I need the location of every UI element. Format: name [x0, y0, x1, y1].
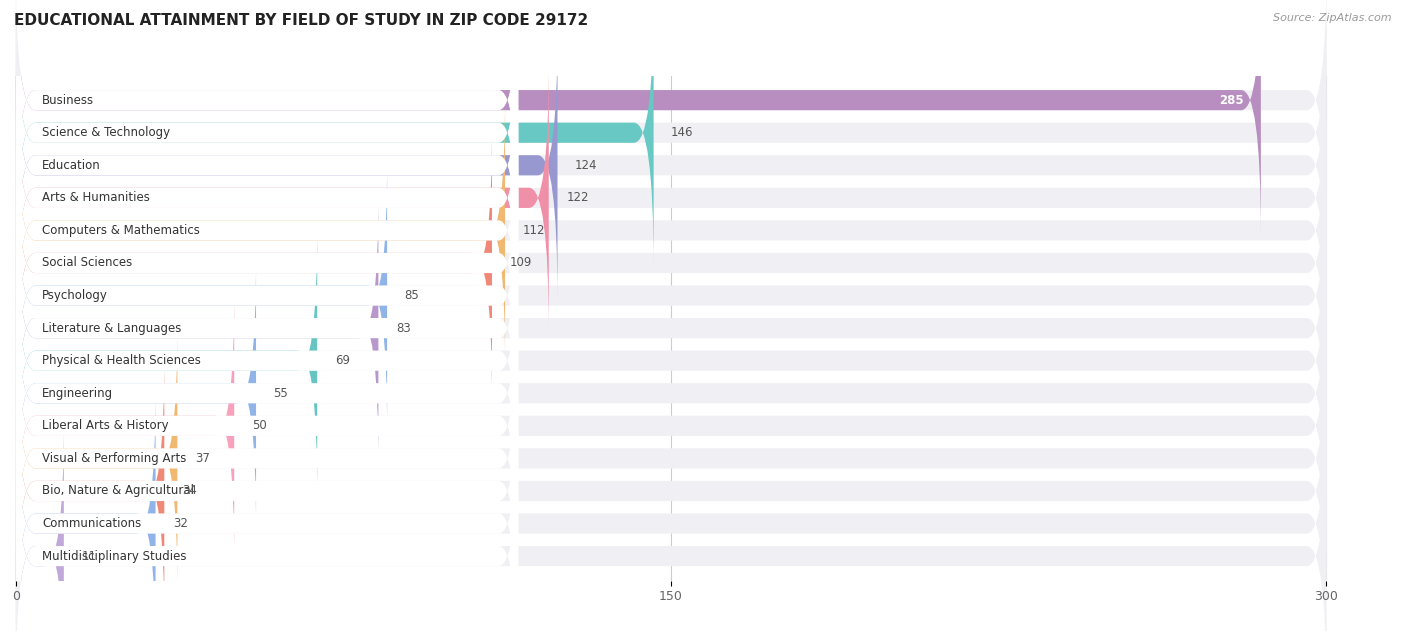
FancyBboxPatch shape — [15, 29, 558, 302]
FancyBboxPatch shape — [15, 0, 1261, 237]
FancyBboxPatch shape — [15, 224, 519, 497]
FancyBboxPatch shape — [15, 159, 1326, 432]
Text: 124: 124 — [575, 159, 598, 172]
Text: Business: Business — [42, 93, 94, 107]
Text: Education: Education — [42, 159, 101, 172]
FancyBboxPatch shape — [15, 127, 1326, 399]
FancyBboxPatch shape — [15, 94, 1326, 367]
Text: Psychology: Psychology — [42, 289, 108, 302]
FancyBboxPatch shape — [15, 355, 519, 627]
Text: Science & Technology: Science & Technology — [42, 126, 170, 139]
FancyBboxPatch shape — [15, 224, 1326, 497]
Text: 34: 34 — [181, 485, 197, 497]
FancyBboxPatch shape — [15, 355, 1326, 627]
Text: 285: 285 — [1219, 93, 1243, 107]
FancyBboxPatch shape — [15, 0, 654, 269]
Text: 55: 55 — [274, 387, 288, 400]
Text: EDUCATIONAL ATTAINMENT BY FIELD OF STUDY IN ZIP CODE 29172: EDUCATIONAL ATTAINMENT BY FIELD OF STUDY… — [14, 13, 588, 28]
Text: 122: 122 — [567, 191, 589, 204]
FancyBboxPatch shape — [15, 192, 519, 464]
FancyBboxPatch shape — [15, 159, 387, 432]
FancyBboxPatch shape — [15, 94, 519, 367]
FancyBboxPatch shape — [15, 0, 519, 269]
FancyBboxPatch shape — [15, 387, 1326, 631]
Text: 83: 83 — [396, 322, 411, 334]
FancyBboxPatch shape — [15, 420, 1326, 631]
Text: 50: 50 — [252, 420, 266, 432]
FancyBboxPatch shape — [15, 0, 1326, 237]
FancyBboxPatch shape — [15, 387, 156, 631]
FancyBboxPatch shape — [15, 61, 548, 334]
FancyBboxPatch shape — [15, 61, 1326, 334]
FancyBboxPatch shape — [15, 355, 165, 627]
FancyBboxPatch shape — [15, 127, 519, 399]
FancyBboxPatch shape — [15, 290, 519, 562]
Text: Communications: Communications — [42, 517, 141, 530]
FancyBboxPatch shape — [15, 322, 177, 595]
Text: Social Sciences: Social Sciences — [42, 256, 132, 269]
Text: 32: 32 — [173, 517, 188, 530]
FancyBboxPatch shape — [15, 420, 519, 631]
Text: Bio, Nature & Agricultural: Bio, Nature & Agricultural — [42, 485, 194, 497]
Text: Source: ZipAtlas.com: Source: ZipAtlas.com — [1274, 13, 1392, 23]
FancyBboxPatch shape — [15, 0, 1326, 269]
FancyBboxPatch shape — [15, 257, 519, 529]
FancyBboxPatch shape — [15, 224, 318, 497]
Text: Arts & Humanities: Arts & Humanities — [42, 191, 150, 204]
FancyBboxPatch shape — [15, 94, 505, 367]
Text: Visual & Performing Arts: Visual & Performing Arts — [42, 452, 187, 465]
Text: Physical & Health Sciences: Physical & Health Sciences — [42, 354, 201, 367]
FancyBboxPatch shape — [15, 0, 519, 237]
FancyBboxPatch shape — [15, 322, 519, 595]
FancyBboxPatch shape — [15, 192, 1326, 464]
FancyBboxPatch shape — [15, 61, 519, 334]
Text: 37: 37 — [195, 452, 209, 465]
Text: Computers & Mathematics: Computers & Mathematics — [42, 224, 200, 237]
Text: 85: 85 — [405, 289, 419, 302]
Text: 109: 109 — [509, 256, 531, 269]
Text: 112: 112 — [523, 224, 546, 237]
Text: Liberal Arts & History: Liberal Arts & History — [42, 420, 169, 432]
FancyBboxPatch shape — [15, 127, 492, 399]
FancyBboxPatch shape — [15, 322, 1326, 595]
FancyBboxPatch shape — [15, 159, 519, 432]
FancyBboxPatch shape — [15, 29, 519, 302]
Text: 69: 69 — [335, 354, 350, 367]
FancyBboxPatch shape — [15, 192, 378, 464]
Text: 11: 11 — [82, 550, 96, 563]
FancyBboxPatch shape — [15, 387, 519, 631]
FancyBboxPatch shape — [15, 29, 1326, 302]
FancyBboxPatch shape — [15, 420, 63, 631]
Text: Engineering: Engineering — [42, 387, 112, 400]
FancyBboxPatch shape — [15, 290, 1326, 562]
FancyBboxPatch shape — [15, 257, 256, 529]
Text: 146: 146 — [671, 126, 693, 139]
Text: Literature & Languages: Literature & Languages — [42, 322, 181, 334]
Text: Multidisciplinary Studies: Multidisciplinary Studies — [42, 550, 187, 563]
FancyBboxPatch shape — [15, 257, 1326, 529]
FancyBboxPatch shape — [15, 290, 235, 562]
